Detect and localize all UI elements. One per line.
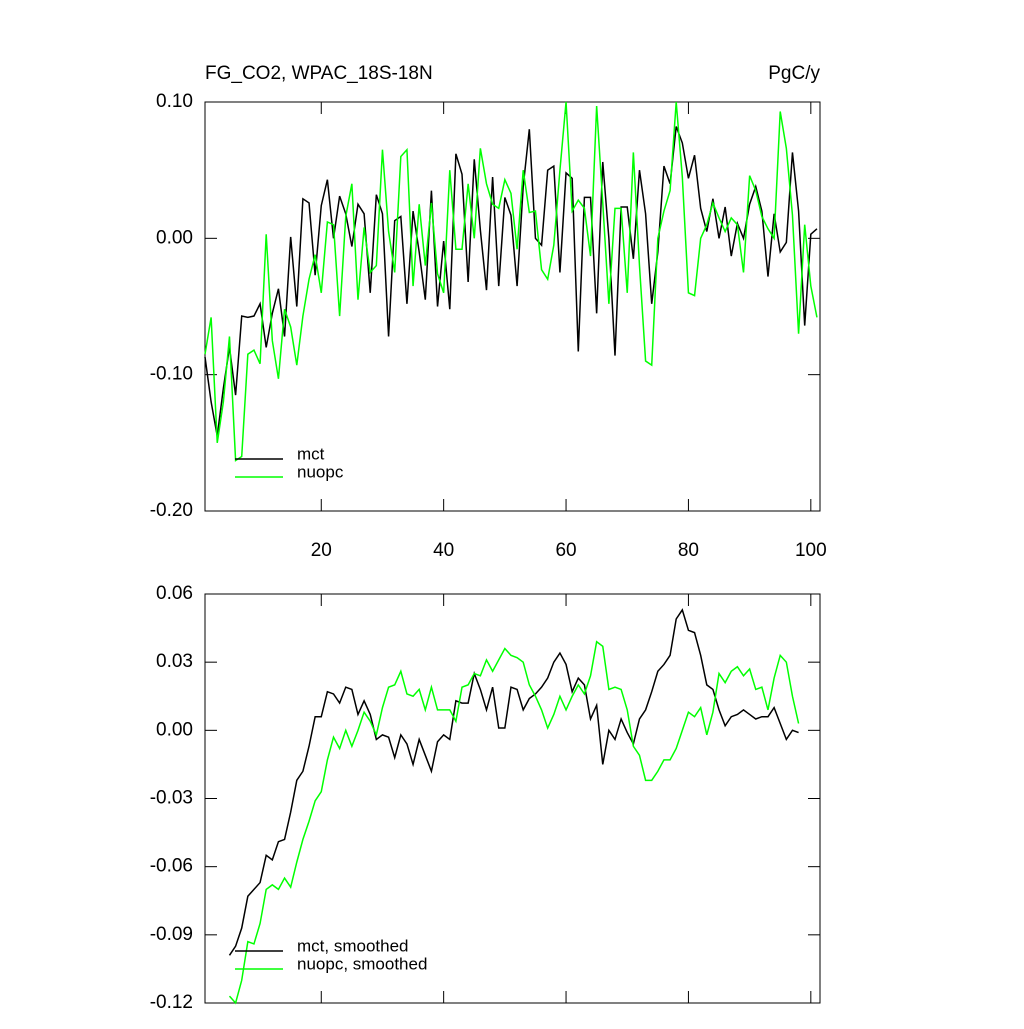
x-tick-label: 60 (555, 540, 576, 561)
y-tick-label: -0.12 (150, 992, 193, 1013)
x-tick-label: 80 (678, 540, 699, 561)
y-tick-label: 0.06 (156, 583, 193, 604)
plot-frame (204, 101, 821, 512)
series-line (204, 101, 818, 462)
y-tick-label: -0.20 (150, 500, 193, 521)
series-line (204, 126, 818, 437)
chart-title: FG_CO2, WPAC_18S-18N (205, 63, 433, 84)
series-line (228, 608, 799, 956)
y-tick-label: -0.10 (150, 364, 193, 385)
y-tick-label: 0.03 (156, 651, 193, 672)
y-tick-label: -0.06 (150, 856, 193, 877)
legend-label: mct, smoothed (297, 936, 409, 955)
x-tick-label: 20 (311, 540, 332, 561)
series-line (228, 640, 800, 1005)
y-tick-label: -0.09 (150, 924, 193, 945)
y-tick-label: -0.03 (150, 788, 193, 809)
y-tick-label: 0.00 (156, 227, 193, 248)
y-tick-label: 0.00 (156, 719, 193, 740)
x-tick-label: 40 (433, 540, 454, 561)
units-label: PgC/y (768, 63, 820, 84)
legend-label: nuopc, smoothed (297, 954, 427, 973)
legend-label: mct (297, 444, 325, 463)
y-tick-label: 0.10 (156, 91, 193, 112)
x-tick-label: 100 (795, 540, 827, 561)
legend-label: nuopc (297, 462, 344, 481)
